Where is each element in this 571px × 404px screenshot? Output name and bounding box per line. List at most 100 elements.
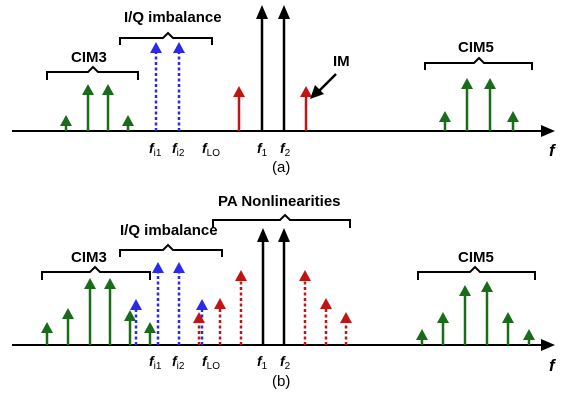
im-tone-head	[233, 86, 245, 97]
cim5-tone-head	[523, 329, 535, 340]
iq-image-tone-6	[173, 42, 185, 131]
cim3-label-b: CIM3	[71, 249, 107, 266]
im-tone-10	[300, 86, 312, 131]
cim5-tone-13	[484, 78, 496, 131]
cim5-tone-21	[459, 285, 471, 345]
caption-a: (a)	[272, 159, 290, 176]
cim3-tone-6	[144, 322, 156, 345]
cim5-tone-head	[502, 312, 514, 323]
tones-a	[60, 5, 519, 131]
cim5-tone-head	[439, 111, 451, 122]
iq-image-tone-10	[196, 299, 208, 345]
cim5-tone-11	[439, 111, 451, 131]
cim3-tone-head	[41, 322, 53, 333]
cim3-tone-3	[102, 84, 114, 131]
carrier-tone-head	[257, 228, 269, 242]
carrier-tone-9	[278, 5, 290, 131]
freq-label-fi2-b: fi2	[172, 353, 185, 372]
cim5-tone-12	[461, 78, 473, 131]
cim5-label-a: CIM5	[458, 39, 494, 56]
freq-label-fi1-b: fi1	[149, 353, 162, 372]
carrier-tone-14	[257, 228, 269, 345]
cim5-label-b: CIM5	[458, 249, 494, 266]
cim3-label-a: CIM3	[71, 49, 107, 66]
pa-label-b: PA Nonlinearities	[218, 193, 341, 210]
pa-tone-head	[235, 270, 247, 281]
axis-label-a: f	[549, 141, 557, 160]
pa-tone-18	[340, 312, 352, 345]
cim3-tone-1	[41, 322, 53, 345]
pa-tone-17	[320, 298, 332, 345]
cim5-tone-head	[481, 281, 493, 292]
carrier-tone-head	[278, 5, 290, 19]
iq-brace-b	[119, 243, 223, 257]
cim5-tone-24	[523, 329, 535, 345]
cim3-tone-3	[84, 278, 96, 345]
pa-tone-head	[320, 298, 332, 309]
im-label-a: IM	[333, 53, 350, 70]
cim3-tone-head	[84, 278, 96, 289]
pa-tone-16	[299, 270, 311, 345]
cim5-tone-head	[459, 285, 471, 296]
iq-image-tone-5	[150, 42, 162, 131]
cim5-tone-19	[416, 329, 428, 345]
tones-b	[41, 228, 535, 345]
cim3-tone-head	[144, 322, 156, 333]
iq-image-tone-head	[173, 42, 185, 53]
pa-tone-head	[193, 312, 205, 323]
cim5-tone-head	[461, 78, 473, 89]
pa-tone-head	[214, 298, 226, 309]
caption-b: (b)	[272, 373, 290, 390]
im-tone-7	[233, 86, 245, 131]
pa-tone-13	[235, 270, 247, 345]
iq-label-b: I/Q imbalance	[120, 222, 218, 239]
carrier-tone-8	[256, 5, 268, 131]
cim3-tone-1	[60, 115, 72, 131]
freq-label-f1-b: f1	[257, 353, 268, 372]
iq-image-tone-head	[150, 42, 162, 53]
cim3-tone-2	[82, 84, 94, 131]
carrier-tone-15	[278, 228, 290, 345]
cim3-tone-5	[124, 310, 136, 345]
cim5-brace-a	[424, 56, 533, 70]
im-pointer-line-a	[317, 73, 337, 93]
freq-label-f2-a: f2	[280, 140, 291, 159]
pa-tone-head	[340, 312, 352, 323]
freq-label-flo-a: fLO	[202, 140, 220, 159]
axis-label-b: f	[549, 356, 557, 375]
pa-tone-head	[299, 270, 311, 281]
cim3-brace-a	[46, 65, 139, 80]
iq-image-tone-9	[173, 262, 185, 345]
cim5-tone-head	[507, 111, 519, 122]
freq-label-fi2-a: fi2	[172, 140, 185, 159]
iq-image-tone-head	[130, 299, 142, 310]
im-pointer-head-a	[310, 85, 324, 99]
im-tone-head	[300, 86, 312, 97]
cim5-tone-23	[502, 312, 514, 345]
cim5-brace-b	[417, 265, 536, 280]
cim3-tone-2	[62, 308, 74, 345]
cim5-tone-head	[484, 78, 496, 89]
pa-tone-11	[193, 312, 205, 345]
panel-a: CIM3 I/Q imbalance CIM5 IM fi1 fi2 fLO f…	[12, 5, 557, 176]
cim3-tone-4	[104, 278, 116, 345]
pa-tone-12	[214, 298, 226, 345]
cim5-tone-20	[437, 312, 449, 345]
cim3-tone-head	[82, 84, 94, 95]
cim3-tone-head	[62, 308, 74, 319]
cim3-tone-head	[102, 84, 114, 95]
iq-brace-a	[119, 31, 213, 45]
pa-brace-b	[212, 213, 351, 228]
freq-label-f2-b: f2	[280, 353, 291, 372]
iq-image-tone-head	[196, 299, 208, 310]
carrier-tone-head	[256, 5, 268, 19]
cim5-tone-14	[507, 111, 519, 131]
iq-label-a: I/Q imbalance	[124, 9, 222, 26]
cim5-tone-head	[416, 329, 428, 340]
cim3-tone-head	[104, 278, 116, 289]
cim3-tone-4	[122, 115, 134, 131]
iq-image-tone-head	[173, 262, 185, 273]
cim5-tone-22	[481, 281, 493, 345]
